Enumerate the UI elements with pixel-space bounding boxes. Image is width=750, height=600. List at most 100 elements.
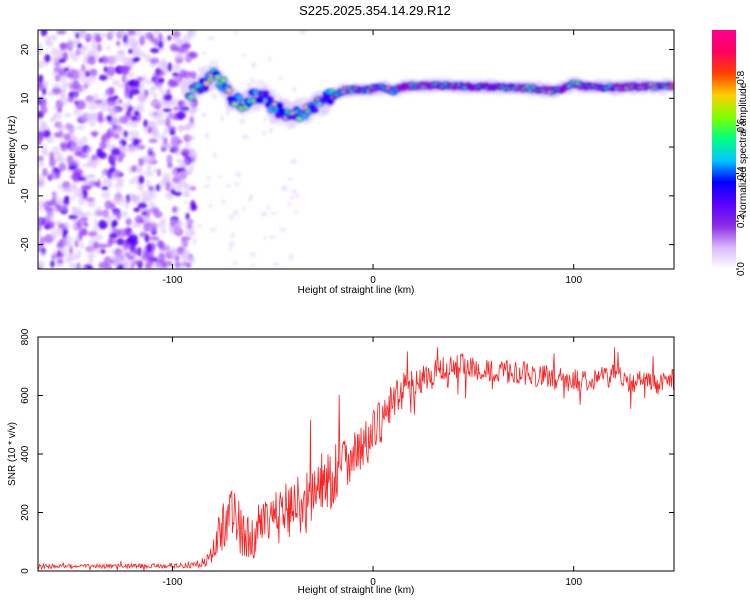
noise-blob <box>131 115 138 122</box>
noise-blob <box>263 236 267 240</box>
noise-blob <box>107 30 116 38</box>
noise-blob <box>90 41 98 48</box>
noise-blob <box>79 47 86 56</box>
noise-blob <box>40 105 48 114</box>
noise-blob <box>156 221 167 228</box>
noise-blob <box>174 147 181 156</box>
colorbar-title: Normalized spectral amplitude <box>738 82 749 217</box>
noise-blob <box>145 79 153 85</box>
noise-blob <box>58 162 67 172</box>
noise-blob <box>77 265 87 269</box>
noise-blob <box>204 132 210 140</box>
noise-blob <box>290 158 298 164</box>
noise-blob <box>104 211 109 221</box>
noise-blob <box>229 240 235 248</box>
noise-blob <box>112 219 118 227</box>
noise-blob <box>248 77 256 82</box>
noise-blob <box>186 55 191 61</box>
noise-blob <box>145 250 155 259</box>
noise-blob <box>230 232 235 239</box>
noise-blob <box>139 35 146 46</box>
colorbar-tick-label: 0.4 <box>736 166 747 180</box>
noise-blob <box>81 135 88 145</box>
noise-blob <box>137 218 145 224</box>
noise-blob <box>56 242 64 249</box>
noise-blob <box>78 231 83 241</box>
ridge-core <box>327 99 334 105</box>
noise-blob <box>132 194 140 205</box>
noise-blob <box>130 130 140 138</box>
noise-blob <box>98 261 108 269</box>
noise-blob <box>108 232 118 239</box>
noise-blob <box>143 119 149 128</box>
noise-blob <box>56 49 64 56</box>
noise-blob <box>51 87 62 95</box>
noise-blob <box>38 229 42 239</box>
noise-blob <box>232 209 240 216</box>
noise-blob <box>57 122 63 131</box>
noise-blob <box>99 140 107 150</box>
noise-blob <box>279 227 286 232</box>
noise-blob <box>122 147 129 153</box>
noise-blob <box>84 82 92 87</box>
noise-blob <box>201 51 206 55</box>
noise-blob <box>53 192 59 199</box>
noise-blob <box>153 168 158 173</box>
noise-blob <box>98 243 109 249</box>
noise-blob <box>81 76 91 84</box>
noise-blob <box>78 30 86 39</box>
noise-blob <box>160 133 165 142</box>
noise-blob <box>113 95 119 100</box>
noise-blob <box>114 182 124 189</box>
noise-blob <box>54 200 61 205</box>
noise-blob <box>128 48 134 55</box>
noise-blob <box>125 218 132 226</box>
noise-blob <box>68 40 76 49</box>
noise-blob <box>56 30 67 35</box>
noise-blob <box>45 36 51 45</box>
noise-blob <box>51 114 57 123</box>
noise-blob <box>150 47 160 54</box>
noise-blob <box>116 196 125 206</box>
snr-x-axis-title: Height of straight line (km) <box>298 585 415 596</box>
noise-blob <box>263 117 267 122</box>
noise-blob <box>149 236 160 241</box>
noise-blob <box>98 74 108 81</box>
noise-blob <box>71 160 81 167</box>
snr-y-tick-label: 600 <box>20 387 31 404</box>
noise-blob <box>123 261 130 268</box>
noise-blob <box>106 66 116 76</box>
spectrogram-x-tick-label: 100 <box>565 275 582 286</box>
ridge-core <box>276 103 283 108</box>
noise-blob <box>188 218 194 224</box>
noise-blob <box>75 32 80 39</box>
noise-blob <box>61 81 72 88</box>
noise-blob <box>136 183 143 190</box>
noise-blob <box>269 235 275 239</box>
noise-blob <box>88 120 96 127</box>
noise-blob <box>162 30 171 33</box>
noise-blob <box>89 68 98 77</box>
noise-blob <box>38 225 42 232</box>
noise-blob <box>84 69 90 78</box>
noise-blob <box>172 76 180 81</box>
snr-panel: -100 0 100 0 200 400 600 800 Height of straight… <box>7 328 675 596</box>
noise-blob <box>59 203 69 211</box>
noise-blob <box>88 231 98 237</box>
noise-blob <box>90 179 98 187</box>
noise-blob <box>59 65 64 71</box>
noise-blob <box>148 138 158 143</box>
noise-blob <box>141 211 147 216</box>
noise-blob <box>287 201 292 207</box>
noise-blob <box>38 74 44 84</box>
noise-blob <box>277 77 283 81</box>
noise-blob <box>42 167 48 177</box>
noise-blob <box>110 249 116 254</box>
noise-blob <box>91 154 96 163</box>
noise-blob <box>66 72 74 79</box>
noise-blob <box>103 66 108 73</box>
noise-blob <box>63 113 72 118</box>
snr-y-axis-title: SNR (10 * v/v) <box>7 422 18 486</box>
